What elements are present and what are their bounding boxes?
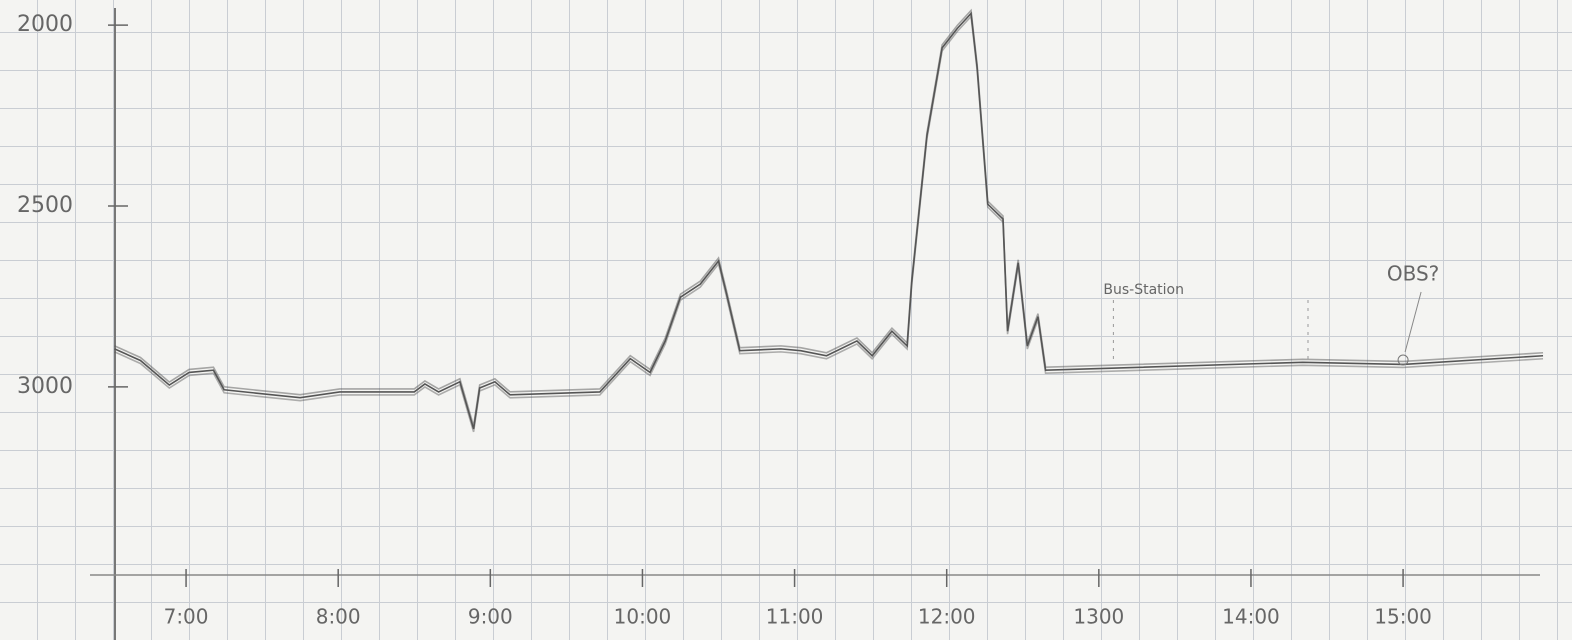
y-tick-label: 2000 [17, 12, 73, 37]
x-tick-label: 9:00 [468, 605, 513, 629]
x-tick-label: 10:00 [614, 605, 672, 629]
annotation: OBS? [1387, 262, 1439, 286]
annotation-arrow [1404, 291, 1422, 353]
annotation-circle [1397, 354, 1409, 366]
x-tick-label: 1300 [1073, 605, 1124, 629]
y-tick-label: 3000 [17, 374, 73, 399]
x-tick-label: 8:00 [316, 605, 361, 629]
x-tick-label: 7:00 [164, 605, 209, 629]
y-tick-label: 2500 [17, 193, 73, 218]
x-tick-label: 15:00 [1374, 605, 1432, 629]
x-tick-label: 12:00 [918, 605, 976, 629]
line-shade [114, 14, 1544, 433]
annotation: Bus-Station [1103, 282, 1184, 298]
x-tick-label: 11:00 [766, 605, 824, 629]
data-line [114, 11, 1544, 430]
x-tick-label: 14:00 [1222, 605, 1280, 629]
